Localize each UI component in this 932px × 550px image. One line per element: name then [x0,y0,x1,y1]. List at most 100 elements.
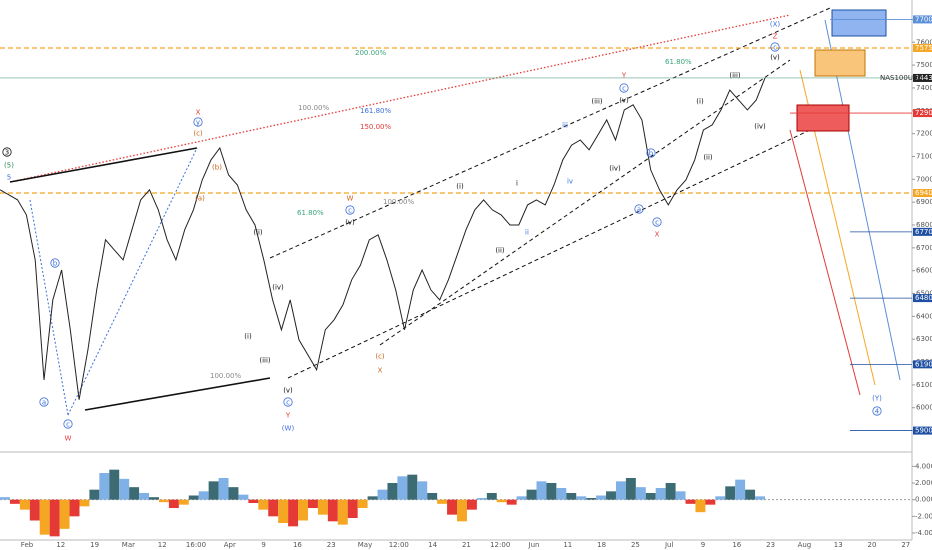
osc-bar [268,499,279,517]
osc-bar [427,493,438,500]
x-tick-label: 16 [293,541,302,549]
wave-label: (iv) [272,284,284,292]
osc-bar [466,499,477,510]
osc-bar [397,476,408,500]
osc-bar [417,481,428,500]
x-tick-label: 20 [868,541,877,549]
osc-bar [99,473,110,500]
osc-bar [168,499,179,508]
x-tick-label: 18 [597,541,606,549]
osc-bar [457,499,467,522]
osc-bar [109,469,120,500]
level-label: 6940.0 [915,189,932,197]
osc-bar [188,495,199,500]
level-tag [913,426,932,435]
wave-circle [619,83,629,93]
osc-bar [327,499,338,522]
y-tick-label: 6000.0 [916,404,932,412]
y-tick-label: 6400.0 [916,312,932,320]
osc-bar [675,491,686,500]
projection [67,147,198,416]
wave-label: Z [773,33,778,41]
wave-label: (v) [283,387,293,395]
x-tick-label: Apr [224,541,236,549]
wave-circle [39,397,49,407]
osc-bar [625,478,636,500]
wave-label: W [65,435,72,443]
wave-label: c [655,219,659,227]
x-tick-label: 13 [834,541,843,549]
y-tick-label: 7100.0 [916,152,932,160]
channel-line [269,7,831,259]
osc-tick-label: -4.0000 [915,529,932,537]
osc-bar [735,479,746,500]
osc-bar [635,487,646,500]
x-tick-label: Jul [664,541,674,549]
y-tick-label: 6100.0 [916,381,932,389]
wave-circle [646,148,656,158]
wave-label: c [773,44,777,52]
osc-bar [317,499,328,515]
y-tick-label: 6600.0 [916,267,932,275]
y-tick-label: 6700.0 [916,244,932,252]
osc-bar [745,489,756,500]
wave-label: (5) [4,162,14,170]
osc-bar [695,499,706,513]
osc-bar [307,499,318,508]
osc-bar [596,495,607,500]
osc-bar [39,499,50,535]
osc-bar [516,496,527,500]
osc-bar [0,497,10,500]
osc-bar [89,489,100,500]
osc-bar [437,499,448,504]
osc-bar [725,486,736,500]
wave-label: y [196,119,200,127]
osc-bar [645,493,656,500]
osc-bar [665,483,676,500]
wave-label: iii [562,122,568,130]
x-tick-label: 12 [158,541,167,549]
x-tick-label: 16:00 [186,541,206,549]
osc-bar [347,499,358,518]
osc-bar [248,499,259,503]
y-tick-label: 6800.0 [916,221,932,229]
wave-label: b [649,150,654,158]
osc-tick-label: -2.0000 [915,512,932,520]
wave-label: (i) [696,98,704,106]
x-tick-label: 12:00 [389,541,409,549]
fib-label: 100.00% [210,372,241,380]
osc-tick-label: 4.0000 [915,462,932,470]
osc-bar [536,481,547,500]
fib-label: 61.80% [297,209,324,217]
level-label: 6770.0 [915,228,932,236]
level-label: 6480.0 [915,294,932,302]
osc-bar [586,498,597,500]
level-tag [913,360,932,369]
osc-bar [367,496,378,500]
level-tag [913,15,932,24]
fib-label: 200.00% [355,49,386,57]
x-tick-label: Aug [798,541,812,549]
wave-label: X [378,367,383,375]
osc-bar [69,499,80,517]
wave-circle [634,204,644,214]
wave-circle [193,117,203,127]
osc-bar [576,496,587,500]
wave-label: (b) [212,164,222,172]
wave-label: 5 [7,174,11,182]
wave-label: (c) [375,353,385,361]
wave-label: (v) [619,97,629,105]
wave-label: W [347,195,354,203]
level-tag [913,227,932,236]
osc-tick-label: 2.0000 [915,479,932,487]
wave-circle [63,419,73,429]
osc-bar [158,499,169,503]
wave-label: (i) [244,333,252,341]
x-tick-label: 23 [327,541,336,549]
wave-circle [283,397,293,407]
last-tag [913,73,932,82]
wave-circle [2,147,12,157]
x-tick-label: 9 [261,541,265,549]
wave-label: a [637,206,641,214]
